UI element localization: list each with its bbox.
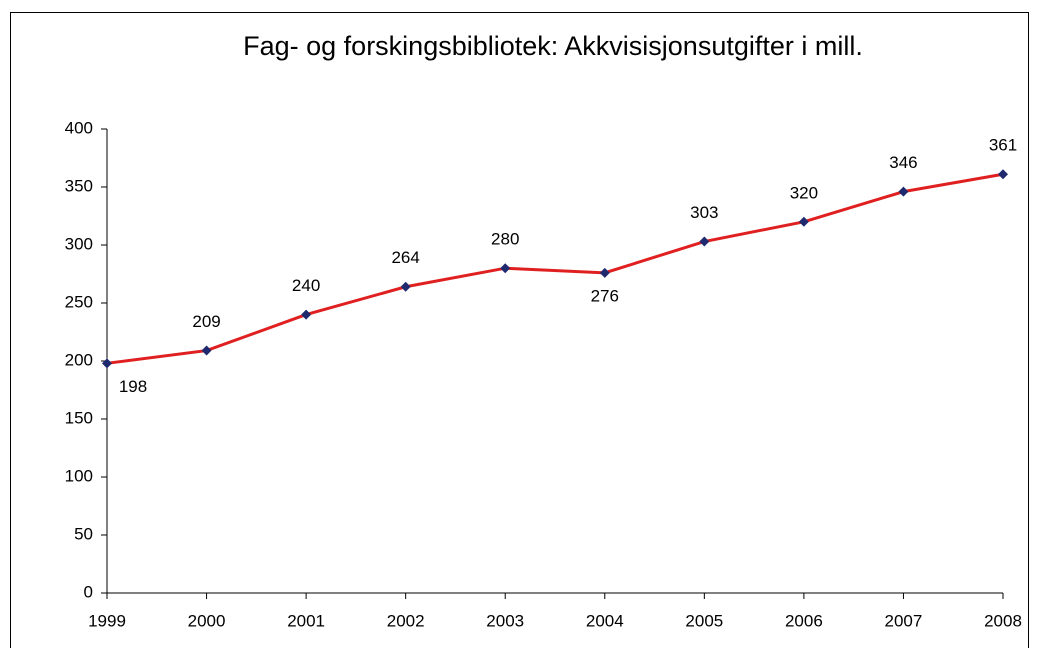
marker (400, 281, 411, 292)
x-tick-label: 2007 (885, 611, 923, 630)
y-tick-label: 350 (65, 176, 93, 195)
x-tick-label: 2008 (984, 611, 1022, 630)
chart-title: Fag- og forskingsbibliotek: Akkvisisjons… (243, 31, 863, 61)
y-tick-label: 50 (74, 524, 93, 543)
data-label: 240 (292, 276, 320, 295)
data-label: 303 (690, 203, 718, 222)
x-tick-label: 2003 (486, 611, 524, 630)
x-tick-label: 2001 (287, 611, 325, 630)
line (106, 172, 1004, 365)
data-label: 264 (391, 248, 419, 267)
marker (500, 263, 511, 274)
data-label: 276 (591, 286, 619, 305)
marker (699, 236, 710, 247)
x-tick-label: 1999 (88, 611, 126, 630)
y-tick-label: 250 (65, 292, 93, 311)
marker (201, 345, 212, 356)
data-label: 280 (491, 230, 519, 249)
data-label: 209 (192, 312, 220, 331)
marker (998, 169, 1008, 180)
data-label: 346 (889, 153, 917, 172)
x-tick-label: 2000 (188, 611, 226, 630)
x-tick-label: 2004 (586, 611, 624, 630)
marker (898, 186, 909, 197)
marker (301, 309, 312, 320)
x-tick-label: 2002 (387, 611, 425, 630)
x-tick-label: 2005 (685, 611, 723, 630)
y-tick-label: 100 (65, 466, 93, 485)
data-label: 361 (989, 136, 1017, 155)
y-tick-label: 0 (84, 582, 93, 601)
marker (599, 267, 610, 278)
data-label: 320 (790, 183, 818, 202)
y-tick-label: 400 (65, 118, 93, 137)
y-tick-label: 150 (65, 408, 93, 427)
marker (798, 216, 809, 227)
chart-frame (10, 12, 1029, 648)
y-tick-label: 200 (65, 350, 93, 369)
y-tick-label: 300 (65, 234, 93, 253)
data-label: 198 (119, 377, 147, 396)
x-tick-label: 2006 (785, 611, 823, 630)
marker (102, 358, 112, 369)
